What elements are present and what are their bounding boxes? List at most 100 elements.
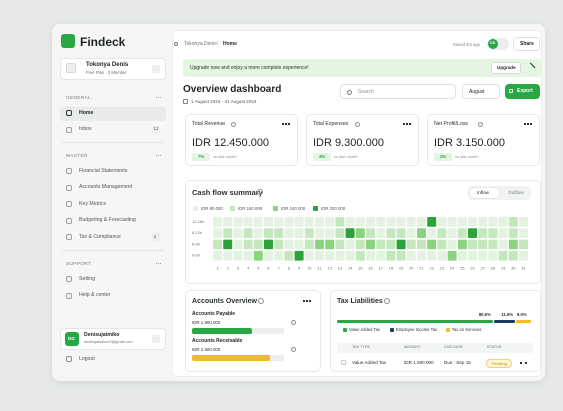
heatmap-cell — [315, 239, 324, 250]
heatmap-cell — [437, 250, 447, 261]
heatmap-cell — [376, 250, 386, 261]
row-label: 6-9h — [192, 241, 200, 246]
heatmap-cell — [243, 228, 253, 238]
export-icon — [509, 89, 513, 93]
user-card[interactable] — [60, 328, 166, 350]
day-label: 22 — [429, 265, 434, 270]
nav-item[interactable]: Inbox — [79, 126, 92, 133]
accounts-title: Accounts Overview — [192, 298, 257, 305]
card-menu[interactable] — [524, 123, 532, 125]
nav-item[interactable]: Key Metrics — [79, 200, 107, 207]
stat-card: Total Revenue IDR 12.450.000 7% vs last mon… — [185, 114, 298, 166]
nav-item[interactable]: Financial Statements — [79, 167, 128, 174]
nav-item[interactable]: Budgeting & Forecasting — [79, 217, 136, 224]
section-title: MASTER — [66, 154, 88, 159]
heatmap-cell — [468, 217, 477, 227]
nav-item[interactable]: Accounts Management — [79, 184, 133, 191]
legend-swatch — [230, 206, 235, 211]
tab[interactable]: Inflow — [470, 188, 499, 198]
tab[interactable]: Outflow — [501, 188, 530, 198]
export-button[interactable]: Export — [505, 84, 540, 99]
nav-item[interactable]: Setting — [79, 275, 96, 282]
heatmap-cell — [427, 217, 437, 227]
heatmap-cell — [325, 250, 335, 261]
heatmap-cell — [488, 217, 498, 227]
heatmap-cell — [304, 250, 314, 261]
nav-badge: 12 — [152, 125, 160, 134]
card-menu[interactable] — [403, 123, 411, 125]
share-button[interactable]: Share — [513, 37, 540, 51]
heatmap-cell — [294, 239, 304, 250]
heatmap-cell — [304, 239, 314, 250]
icon — [66, 168, 72, 174]
saved-status: Saved 2m ago — [453, 41, 481, 47]
icon — [66, 126, 72, 133]
heatmap-cell — [366, 239, 375, 250]
search-box[interactable]: Search — [340, 84, 456, 99]
nav-item[interactable]: Home — [79, 109, 94, 116]
heatmap-cell — [213, 228, 222, 238]
logout[interactable]: Logout — [79, 355, 95, 362]
day-label: 7 — [278, 265, 281, 270]
day-label: 20 — [409, 265, 414, 270]
stat-value: IDR 9.300.000 — [313, 137, 384, 149]
heatmap-cell — [366, 217, 375, 227]
heatmap-cell — [366, 250, 375, 261]
brand-name: Findeck — [80, 35, 126, 49]
search-placeholder: Search — [358, 88, 374, 95]
heatmap-cell — [304, 217, 314, 227]
nav-item[interactable]: Help & center — [79, 292, 111, 299]
breadcrumb-parent[interactable]: Tokonya Denis — [184, 41, 217, 47]
month-select[interactable]: August — [462, 84, 500, 99]
heatmap-cell — [345, 217, 355, 227]
heatmap-cell — [355, 228, 365, 238]
heatmap-cell — [427, 228, 437, 238]
heatmap-cell — [396, 250, 406, 261]
heatmap-cell — [508, 228, 518, 238]
legend-label: IDR 160.000 — [238, 206, 263, 211]
heatmap-cell — [488, 239, 498, 250]
card-menu[interactable] — [303, 300, 311, 302]
row-label: 12-18h — [192, 219, 204, 224]
heatmap-cell — [406, 239, 416, 250]
day-label: 8 — [288, 265, 291, 270]
day-label: 23 — [440, 265, 445, 270]
heatmap-cell — [243, 239, 253, 250]
heatmap-cell — [478, 239, 488, 250]
section-divider — [62, 142, 164, 144]
heatmap-cell — [447, 228, 457, 238]
heatmap-cell — [213, 217, 222, 227]
section-menu — [156, 263, 161, 268]
table-header: STATUS — [487, 345, 502, 349]
heatmap-cell — [468, 239, 477, 250]
legend-label: IDR 240.000 — [281, 206, 306, 211]
info-icon — [354, 121, 360, 127]
tax-legend-swatch — [445, 328, 450, 332]
icon — [66, 217, 72, 224]
heatmap-cell — [253, 239, 263, 250]
collab-initials: DS — [490, 41, 496, 45]
heatmap-cell — [417, 217, 426, 227]
workspace-switcher[interactable] — [60, 58, 166, 80]
heatmap-cell — [284, 250, 294, 261]
tax-due: Due : Sep 15 — [444, 360, 471, 365]
nav-badge: 3 — [152, 233, 160, 242]
tax-segment — [516, 320, 531, 323]
upgrade-button[interactable]: Upgrade — [491, 61, 521, 74]
row-menu[interactable] — [520, 362, 527, 364]
workspace-chevron — [152, 65, 160, 73]
day-label: 31 — [521, 265, 526, 270]
progress-bar — [192, 328, 252, 334]
tax-amount: IDR 1.000.000 — [404, 360, 434, 365]
section-menu — [156, 155, 161, 160]
nav-item[interactable]: Tax & Compliance — [79, 233, 121, 240]
change-badge: 2% — [434, 153, 452, 161]
user-initials: DG — [68, 336, 75, 341]
tax-legend-swatch — [390, 328, 394, 332]
heatmap-cell — [294, 250, 304, 261]
card-menu[interactable] — [282, 123, 290, 125]
workspace-icon — [66, 63, 76, 73]
account-label: Accounts Payable — [192, 311, 236, 317]
heatmap-cell — [213, 239, 222, 250]
